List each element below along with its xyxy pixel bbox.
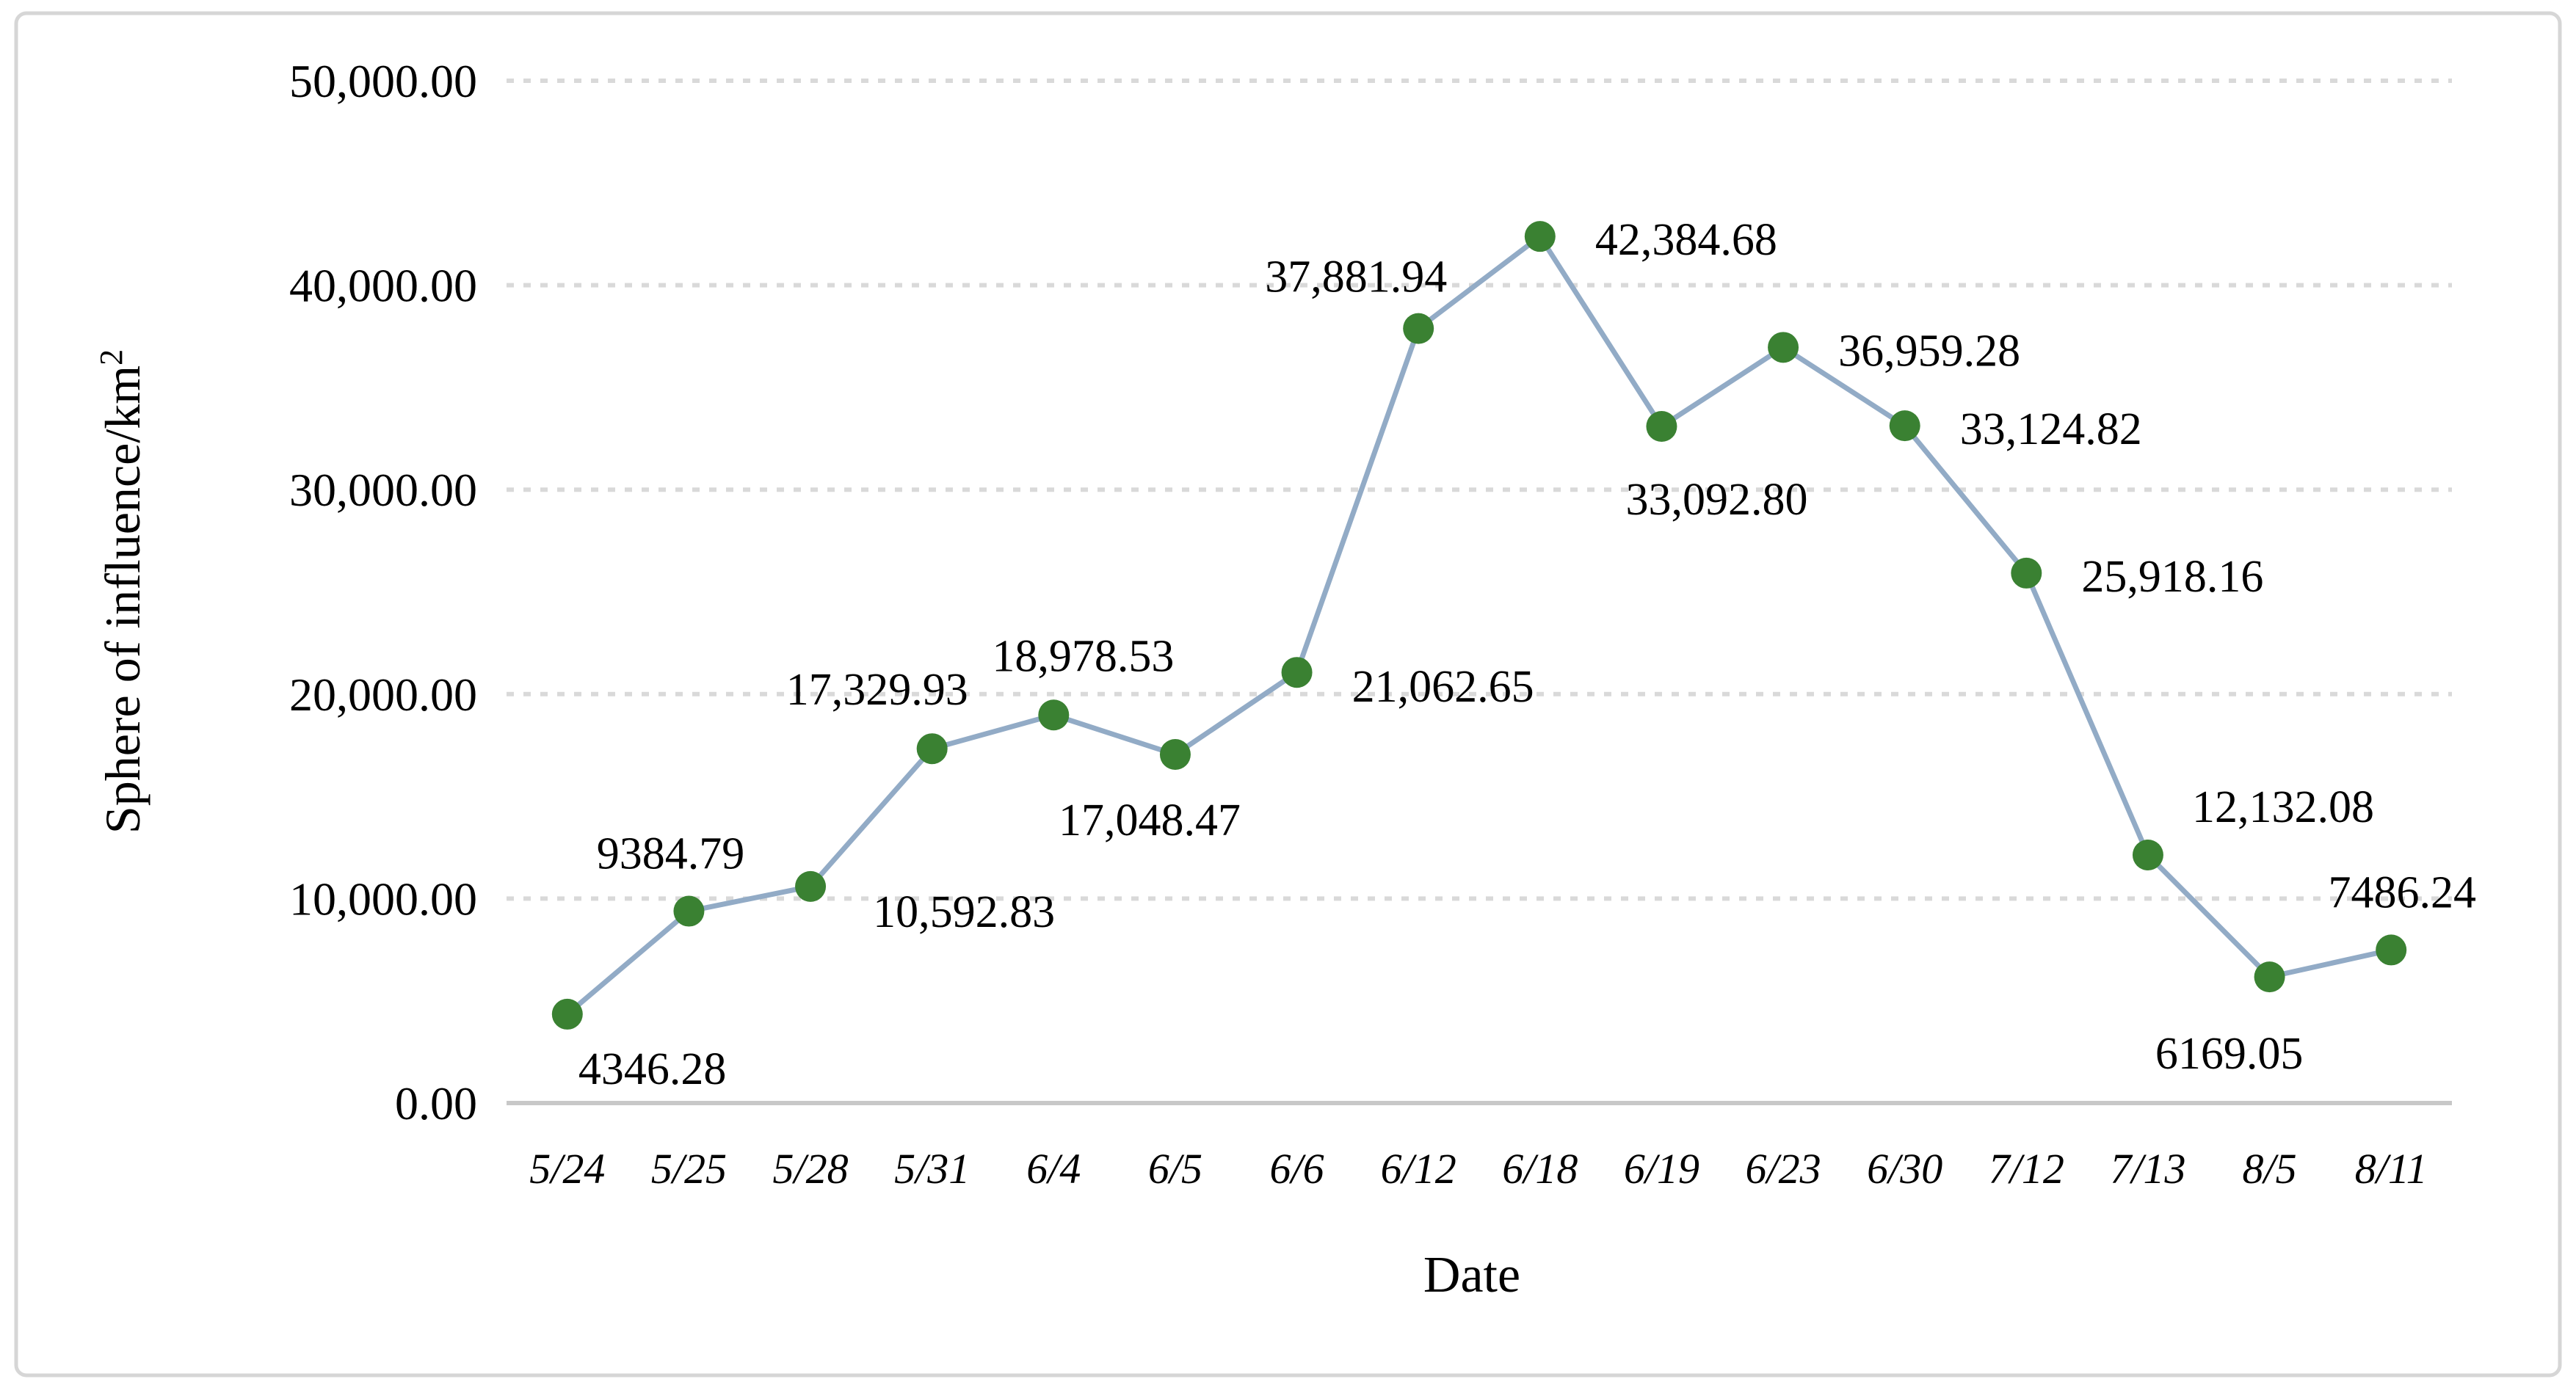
data-point-6/23: [1768, 332, 1799, 363]
data-point-8/5: [2254, 961, 2285, 993]
data-point-6/30: [1889, 410, 1920, 442]
data-point-6/4: [1038, 699, 1070, 731]
x-axis-title: Date: [1423, 1247, 1520, 1303]
data-point-7/12: [2011, 557, 2042, 589]
y-tick-labels-group: 0.00 10,000.00 20,000.00 30,000.00 40,000.00…: [289, 55, 477, 1129]
data-label-5/28: 10,592.83: [873, 887, 1055, 937]
data-point-6/12: [1403, 313, 1434, 344]
x-tick-label-5/25: 5/25: [651, 1145, 727, 1193]
data-labels-group: 4346.28 9384.79 10,592.83 17,329.93 18,978.5…: [578, 215, 2476, 1094]
data-label-5/25: 9384.79: [597, 829, 745, 879]
markers-group: [551, 221, 2407, 1030]
x-tick-label-5/31: 5/31: [894, 1145, 970, 1193]
data-label-6/18: 42,384.68: [1595, 215, 1777, 265]
data-label-5/31: 17,329.93: [786, 665, 968, 715]
x-tick-labels-group: 5/24 5/25 5/28 5/31 6/4 6/5 6/6 6/12 6/18 6/19 6/2…: [529, 1145, 2427, 1193]
data-label-6/5: 17,048.47: [1059, 796, 1241, 845]
data-point-8/11: [2376, 934, 2407, 966]
x-tick-label-7/12: 7/12: [1989, 1145, 2064, 1193]
y-axis-title: Sphere of influence/km2: [93, 349, 150, 834]
data-label-7/12: 25,918.16: [2081, 552, 2263, 602]
data-point-5/31: [916, 733, 948, 765]
data-label-6/12: 37,881.94: [1265, 252, 1447, 302]
data-label-5/24: 4346.28: [578, 1044, 727, 1094]
x-tick-label-6/30: 6/30: [1867, 1145, 1942, 1193]
series-line: [565, 233, 2392, 1016]
data-label-6/6: 21,062.65: [1352, 662, 1534, 712]
data-point-5/28: [795, 870, 827, 902]
x-tick-label-6/4: 6/4: [1026, 1145, 1081, 1193]
data-label-6/23: 36,959.28: [1838, 326, 2020, 376]
x-tick-label-6/12: 6/12: [1381, 1145, 1456, 1193]
data-point-6/19: [1646, 411, 1677, 443]
y-tick-label-0: 0.00: [395, 1077, 477, 1129]
y-axis-title-superscript: 2: [93, 349, 129, 365]
data-point-6/5: [1159, 739, 1191, 771]
data-point-5/24: [551, 998, 583, 1030]
x-tick-label-6/23: 6/23: [1746, 1145, 1821, 1193]
x-tick-label-5/28: 5/28: [773, 1145, 849, 1193]
series-group: [565, 233, 2392, 1016]
data-label-7/13: 12,132.08: [2192, 782, 2374, 832]
y-tick-label-50000: 50,000.00: [289, 55, 477, 107]
y-tick-label-20000: 20,000.00: [289, 669, 477, 721]
y-tick-label-30000: 30,000.00: [289, 464, 477, 516]
x-tick-label-6/19: 6/19: [1624, 1145, 1699, 1193]
data-point-5/25: [673, 895, 705, 927]
data-label-8/11: 7486.24: [2328, 867, 2476, 917]
data-label-8/5: 6169.05: [2155, 1029, 2304, 1079]
x-tick-label-7/13: 7/13: [2110, 1145, 2185, 1193]
x-tick-label-6/18: 6/18: [1502, 1145, 1578, 1193]
y-axis-title-text: Sphere of influence/km: [95, 365, 150, 834]
y-tick-label-40000: 40,000.00: [289, 260, 477, 312]
x-tick-label-8/5: 8/5: [2243, 1145, 2297, 1193]
data-point-7/13: [2132, 840, 2163, 871]
x-tick-label-6/5: 6/5: [1148, 1145, 1202, 1193]
y-tick-label-10000: 10,000.00: [289, 873, 477, 925]
x-tick-label-8/11: 8/11: [2355, 1145, 2428, 1193]
data-label-6/19: 33,092.80: [1625, 475, 1807, 525]
data-label-6/4: 18,978.53: [992, 631, 1174, 681]
gridlines-group: [507, 79, 2452, 901]
data-point-6/6: [1281, 657, 1313, 688]
x-tick-label-6/6: 6/6: [1270, 1145, 1324, 1193]
data-point-6/18: [1524, 221, 1556, 252]
x-tick-label-5/24: 5/24: [529, 1145, 605, 1193]
data-label-6/30: 33,124.82: [1960, 404, 2142, 454]
